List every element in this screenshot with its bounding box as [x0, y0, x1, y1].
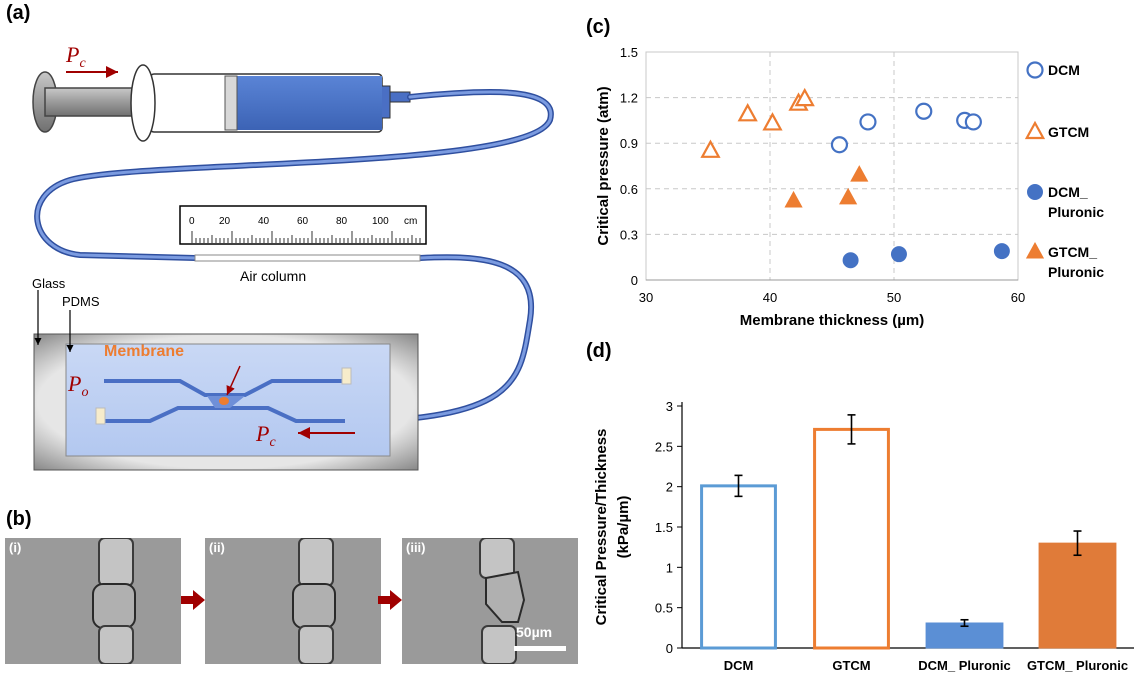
legend-marker	[1026, 61, 1044, 79]
air-column-label: Air column	[240, 268, 306, 284]
sequence-arrow-2	[378, 590, 402, 610]
svg-text:40: 40	[258, 216, 270, 227]
bar	[925, 622, 1004, 649]
scatter-point	[842, 252, 859, 269]
scatter-point	[890, 246, 907, 263]
membrane	[219, 397, 229, 405]
micrograph-iii: (iii) 50µm	[402, 538, 578, 664]
legend-label: DCM_ Pluronic	[1048, 184, 1104, 220]
scale-bar	[514, 646, 566, 651]
micrograph-label-iii: (iii)	[406, 540, 426, 555]
scatter-point	[830, 136, 849, 154]
scatter-x-tick-label: 40	[763, 290, 777, 305]
micrograph-ii: (ii)	[205, 538, 381, 664]
scatter-y-axis-label: Critical pressure (atm)	[595, 86, 612, 245]
panel-label-b: (b)	[6, 508, 32, 530]
bar-y-tick-label: 1	[666, 560, 673, 575]
legend-marker	[1024, 120, 1046, 140]
scatter-point	[859, 113, 877, 131]
bar-y-tick-label: 2	[666, 480, 673, 495]
bar-category-label: DCM_ Pluronic	[918, 658, 1010, 673]
scatter-chart: 0 0.3 0.6 0.9 1.2 1.5 30 40 50 60 DCM GTCM DCM_ Plur…	[595, 45, 1104, 329]
legend-label: GTCM_ Pluronic	[1048, 244, 1104, 280]
bar-category-label: GTCM	[832, 658, 870, 673]
bar-y-tick-label: 0.5	[655, 601, 673, 616]
scatter-point	[850, 165, 869, 182]
scale-bar-label: 50µm	[516, 624, 553, 640]
po-label: Po	[67, 371, 88, 400]
scatter-point	[737, 103, 758, 122]
scatter-point	[993, 243, 1010, 260]
svg-text:80: 80	[336, 216, 348, 227]
scatter-point	[839, 187, 858, 205]
svg-text:100: 100	[372, 216, 389, 227]
scatter-point	[784, 190, 803, 208]
panel-label-a: (a)	[6, 2, 31, 24]
bar-y-tick-label: 3	[666, 399, 673, 414]
scatter-point	[915, 102, 933, 120]
inlet-port	[95, 407, 106, 425]
pc-label-chip: Pc	[255, 421, 276, 450]
bar-y-axis-unit: (kPa/µm)	[615, 496, 632, 559]
bar-category-label: GTCM_ Pluronic	[1027, 658, 1128, 673]
bar-chart: 0 0.5 1 1.5 2 2.5 3 DCM GTCM DCM_ Pluronic GTCM_ …	[593, 399, 1134, 673]
ruler: 0 20 40 60 80 100 cm	[179, 205, 427, 245]
air-column	[194, 254, 421, 262]
scatter-y-tick-label: 0.6	[620, 182, 638, 197]
scatter-x-tick-label: 30	[639, 290, 653, 305]
svg-text:cm: cm	[404, 216, 417, 227]
bar-y-tick-label: 2.5	[655, 439, 673, 454]
legend-label: GTCM	[1048, 124, 1089, 140]
syringe	[32, 64, 411, 142]
channel-top	[104, 379, 342, 397]
scatter-y-tick-label: 1.2	[620, 91, 638, 106]
bar-category-label: DCM	[724, 658, 754, 673]
micrograph-i: (i)	[5, 538, 181, 664]
bar-y-axis-label: Critical Pressure/Thickness	[593, 429, 610, 626]
svg-text:60: 60	[297, 216, 309, 227]
legend-marker	[1027, 184, 1043, 200]
scatter-x-tick-label: 50	[887, 290, 901, 305]
legend-label: DCM	[1048, 62, 1080, 78]
pc-label-top: Pc	[65, 42, 86, 71]
panel-label-c: (c)	[586, 16, 611, 38]
scatter-y-tick-label: 0.9	[620, 136, 638, 151]
scatter-x-axis-label: Membrane thickness (µm)	[740, 312, 925, 329]
panel-label-d: (d)	[586, 340, 612, 362]
legend-marker	[1025, 241, 1045, 259]
svg-text:0: 0	[189, 216, 195, 227]
scatter-point	[762, 112, 783, 131]
scatter-point	[700, 139, 721, 158]
pdms-label: PDMS	[62, 294, 100, 309]
outlet-port	[341, 367, 352, 385]
micrograph-label-ii: (ii)	[209, 540, 225, 555]
scatter-y-tick-label: 0.3	[620, 227, 638, 242]
bar-y-tick-label: 1.5	[655, 520, 673, 535]
bar	[700, 484, 777, 650]
bar-y-tick-label: 0	[666, 641, 673, 656]
membrane-arrow	[226, 365, 241, 396]
bar	[813, 427, 890, 650]
glass-label: Glass	[32, 276, 66, 291]
scatter-y-tick-label: 0	[631, 273, 638, 288]
scatter-y-tick-label: 1.5	[620, 45, 638, 60]
membrane-label: Membrane	[104, 343, 184, 360]
scatter-point	[964, 113, 982, 131]
bar	[1038, 542, 1117, 649]
setup-schematic: Pc Air column 0 20 40 60 80 100 cm Glass…	[32, 42, 554, 471]
svg-text:20: 20	[219, 216, 231, 227]
micrograph-label-i: (i)	[9, 540, 22, 555]
scatter-point	[794, 87, 815, 107]
sequence-arrow-1	[181, 590, 205, 610]
scatter-x-tick-label: 60	[1011, 290, 1025, 305]
